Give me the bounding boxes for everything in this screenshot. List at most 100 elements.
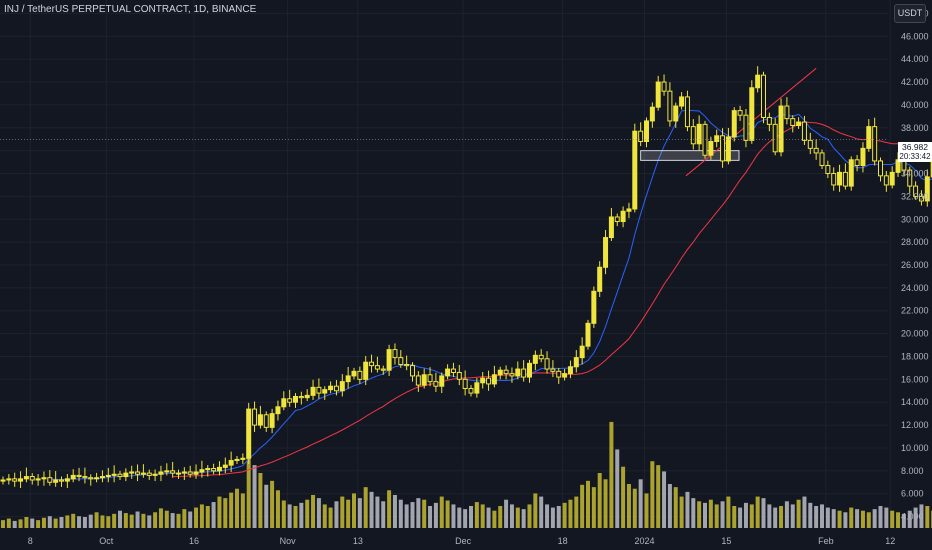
- volume-bar: [919, 504, 924, 528]
- volume-bar: [691, 498, 696, 528]
- volume-bar: [878, 506, 883, 528]
- candle-body: [199, 469, 205, 473]
- candle-body: [573, 357, 579, 368]
- candle-body: [187, 471, 193, 475]
- volume-bar: [252, 465, 257, 528]
- volume-bar: [802, 496, 807, 528]
- volume-bar: [281, 500, 286, 528]
- volume-bar: [381, 501, 386, 528]
- symbol-title: INJ / TetherUS PERPETUAL CONTRACT, 1D, B…: [4, 4, 257, 15]
- volume-bar: [164, 510, 169, 528]
- candle-body: [421, 374, 427, 386]
- candle-body: [369, 361, 375, 367]
- volume-bar: [457, 507, 462, 528]
- candle-body: [778, 105, 784, 153]
- volume-bar: [539, 496, 544, 528]
- volume-bar: [392, 495, 397, 528]
- volume-bar: [580, 484, 585, 528]
- candle-body: [831, 173, 837, 186]
- volume-bar: [591, 487, 596, 528]
- volume-bar: [498, 506, 503, 528]
- volume-bar: [738, 507, 743, 528]
- candle-body: [690, 126, 696, 145]
- candle-body: [521, 368, 527, 378]
- volume-bar: [18, 519, 23, 528]
- candle-body: [579, 345, 585, 359]
- candle-body: [450, 368, 456, 373]
- x-tick-label: 15: [721, 536, 731, 546]
- candle-body: [720, 135, 726, 162]
- candle-body: [620, 210, 626, 223]
- candle-body: [661, 81, 667, 92]
- candle-body: [29, 476, 35, 481]
- volume-bar: [211, 502, 216, 528]
- candle-body: [374, 365, 380, 370]
- volume-bar: [656, 465, 661, 528]
- volume-bar: [603, 479, 608, 528]
- y-tick-label: 16.000: [901, 374, 929, 384]
- volume-bar: [901, 513, 906, 528]
- candle-body: [872, 126, 878, 162]
- volume-bar: [814, 506, 819, 528]
- volume-bar: [492, 510, 497, 528]
- y-tick-label: 34.000: [901, 169, 929, 179]
- last-price-label: 36.982: [902, 142, 928, 152]
- volume-bar: [1, 520, 5, 528]
- volume-bar: [638, 479, 643, 528]
- volume-bar: [352, 493, 356, 528]
- volume-bar: [316, 498, 321, 528]
- volume-bar: [703, 502, 707, 528]
- volume-bar: [767, 504, 772, 528]
- volume-bar: [621, 466, 626, 528]
- candle-body: [357, 370, 363, 380]
- candle-body: [415, 375, 421, 386]
- candle-body: [216, 466, 222, 472]
- candle-body: [176, 472, 181, 475]
- candle-body: [825, 165, 831, 175]
- ma-slow-line: [172, 121, 932, 478]
- volume-bar: [697, 501, 702, 528]
- candle-body: [567, 366, 573, 375]
- candle-body: [503, 369, 509, 375]
- candle-body: [105, 474, 111, 478]
- volume-bar: [141, 513, 146, 528]
- volume-bar: [77, 516, 82, 528]
- candle-body: [316, 386, 322, 394]
- volume-bar: [229, 492, 234, 528]
- candle-body: [918, 195, 924, 202]
- volume-bar: [305, 499, 310, 528]
- candle-body: [433, 381, 439, 387]
- volume-bar: [474, 502, 479, 528]
- candle-body: [889, 171, 895, 186]
- bar-countdown-label: 20:33:42: [899, 152, 931, 161]
- candle-body: [386, 349, 392, 371]
- candle-body: [655, 81, 661, 108]
- candle-body: [491, 374, 497, 385]
- candle-body: [82, 476, 88, 479]
- volume-bar: [240, 493, 245, 528]
- candle-body: [632, 130, 638, 210]
- volume-bar: [188, 511, 193, 528]
- volume-bar: [199, 504, 204, 528]
- volume-bar: [363, 487, 368, 528]
- volume-bar: [679, 496, 684, 528]
- candle-body: [99, 476, 105, 479]
- candle-body: [673, 105, 679, 122]
- volume-bar: [346, 499, 351, 528]
- candle-body: [445, 368, 451, 377]
- volume-bar: [574, 496, 579, 528]
- volume-bar: [568, 499, 573, 528]
- candle-body: [234, 458, 240, 462]
- volume-bar: [170, 513, 175, 528]
- candle-body: [427, 374, 433, 383]
- candle-body: [562, 373, 568, 378]
- currency-button[interactable]: USDT: [894, 4, 926, 23]
- candle-body: [761, 74, 766, 118]
- volume-bar: [422, 499, 427, 528]
- volume-bar: [299, 502, 304, 528]
- candle-body: [480, 377, 486, 384]
- y-tick-label: 10.000: [901, 443, 929, 453]
- candle-body: [47, 477, 53, 483]
- candle-body: [755, 74, 761, 89]
